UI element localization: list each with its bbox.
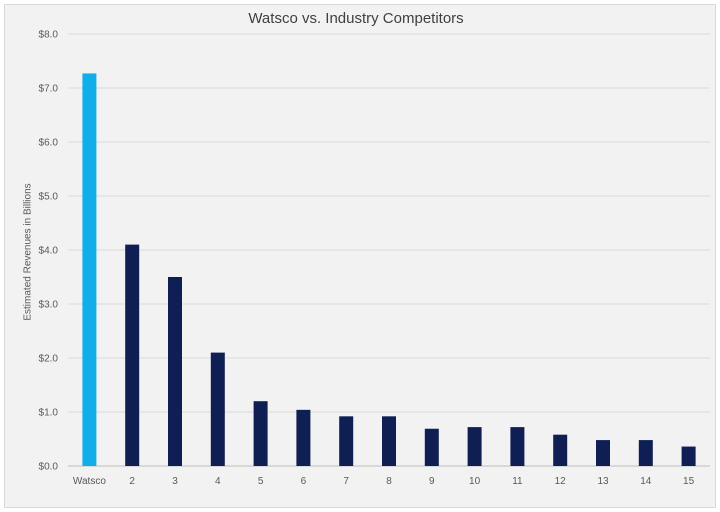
- bar: [553, 434, 568, 466]
- bar: [339, 416, 354, 466]
- y-tick-label: $0.0: [39, 462, 59, 473]
- x-tick-label: 7: [343, 476, 349, 487]
- bar: [467, 427, 482, 466]
- bar: [510, 427, 525, 466]
- bar: [168, 277, 182, 466]
- y-tick-label: $6.0: [39, 138, 59, 149]
- bar: [681, 446, 696, 466]
- x-tick-label: 14: [640, 476, 652, 487]
- y-tick-label: $7.0: [39, 84, 59, 95]
- x-tick-label: 10: [469, 476, 481, 487]
- x-tick-label: 15: [683, 476, 695, 487]
- y-tick-label: $5.0: [39, 192, 59, 203]
- bar: [210, 352, 225, 466]
- x-tick-label: 2: [129, 476, 135, 487]
- bar: [382, 416, 396, 466]
- bar: [638, 440, 653, 466]
- x-tick-label: 12: [555, 476, 567, 487]
- x-tick-label: 8: [386, 476, 392, 487]
- y-tick-label: $8.0: [39, 30, 59, 41]
- y-tick-label: $4.0: [39, 246, 59, 257]
- bar: [125, 244, 140, 466]
- gridlines: [68, 33, 710, 467]
- y-tick-label: $2.0: [39, 354, 59, 365]
- x-tick-label: Watsco: [73, 476, 106, 487]
- bar: [82, 73, 97, 467]
- y-tick-label: $3.0: [39, 300, 59, 311]
- bar: [253, 401, 268, 466]
- x-tick-label: 3: [172, 476, 178, 487]
- x-tick-label: 6: [301, 476, 307, 487]
- x-tick-label: 9: [429, 476, 435, 487]
- x-tick-labels: Watsco 2 3 4 5 6 7 8 9 10 11 12 13 14 15: [73, 476, 695, 487]
- bars: [82, 73, 696, 467]
- y-tick-label: $1.0: [39, 408, 59, 419]
- bar: [296, 409, 311, 466]
- x-tick-label: 4: [215, 476, 221, 487]
- x-tick-label: 5: [258, 476, 264, 487]
- y-tick-labels: $0.0 $1.0 $2.0 $3.0 $4.0 $5.0 $6.0 $7.0 $8.0: [39, 30, 59, 473]
- bar: [596, 440, 610, 466]
- x-tick-label: 11: [512, 476, 523, 487]
- chart-title: Watsco vs. Industry Competitors: [248, 10, 464, 27]
- x-tick-label: 13: [597, 476, 609, 487]
- bar: [424, 428, 439, 466]
